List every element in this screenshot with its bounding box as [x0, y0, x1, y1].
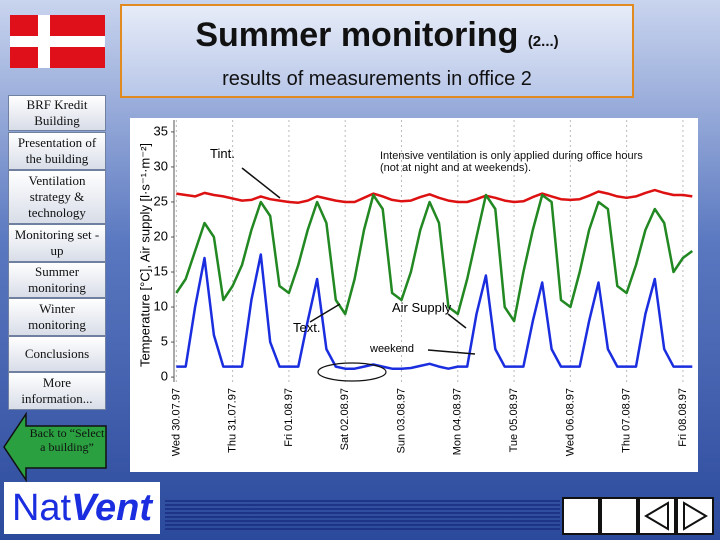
nav-button[interactable]: More information... — [8, 372, 106, 410]
logo-part: Vent — [71, 487, 153, 529]
chart: Temperature [°C], Air supply [l·s⁻¹·m⁻²]… — [130, 118, 698, 472]
logo: NatVent — [4, 482, 160, 534]
nav-button[interactable]: Summer monitoring — [8, 262, 106, 298]
title: Summer monitoring — [195, 16, 519, 54]
x-tick-label: Wed 30.07.97 — [170, 388, 182, 456]
x-tick-label: Sun 03.08.97 — [395, 388, 407, 453]
annotation: Intensive ventilation is only applied du… — [380, 150, 643, 174]
y-tick-label: 15 — [154, 263, 168, 278]
nav-button[interactable]: Presentation of the building — [8, 132, 106, 170]
y-tick-label: 20 — [154, 228, 168, 243]
series-label: Tint. — [210, 146, 235, 161]
y-axis-label: Temperature [°C], Air supply [l·s⁻¹·m⁻²] — [137, 143, 152, 367]
chart-background — [130, 118, 698, 472]
title-line: Summer monitoring (2...) — [122, 16, 632, 55]
forward-nav-button[interactable] — [676, 497, 714, 535]
nav-button[interactable]: Winter monitoring — [8, 298, 106, 336]
back-nav-button[interactable] — [638, 497, 676, 535]
series-label: Air Supply — [392, 300, 452, 315]
x-tick-label: Tue 05.08.97 — [508, 388, 520, 452]
home-button[interactable] — [600, 497, 638, 535]
subtitle: results of measurements in office 2 — [222, 68, 532, 90]
title-suffix: (2...) — [527, 33, 559, 50]
document-button[interactable] — [562, 497, 600, 535]
annotation-arrow — [309, 303, 341, 323]
x-tick-label: Thu 07.08.97 — [621, 388, 633, 453]
nav-button[interactable]: Ventilation strategy & technology — [8, 170, 106, 224]
back-label: Back to “Select a building” — [29, 426, 105, 455]
annotation: weekend — [369, 343, 414, 355]
decoration — [165, 500, 560, 530]
flag — [10, 15, 105, 68]
logo-part: Nat — [11, 487, 72, 529]
y-tick-label: 25 — [154, 193, 168, 208]
y-tick-label: 0 — [161, 369, 168, 384]
series-line — [176, 253, 693, 370]
x-tick-label: Sat 02.08.97 — [339, 388, 351, 450]
y-tick-label: 5 — [161, 334, 168, 349]
y-tick-label: 35 — [154, 123, 168, 138]
series-line — [176, 188, 693, 204]
nav-button[interactable]: Conclusions — [8, 336, 106, 372]
series-label: Text. — [293, 320, 320, 335]
nav-button[interactable]: Monitoring set -up — [8, 224, 106, 262]
back-button[interactable]: Back to “Select a building” — [2, 412, 108, 482]
nav-button[interactable]: BRF Kredit Building — [8, 95, 106, 131]
series-line — [175, 193, 694, 323]
y-tick-label: 30 — [154, 158, 168, 173]
annotation-arrow — [427, 349, 476, 355]
annotation-arrow — [447, 313, 467, 329]
back-arrow — [3, 412, 107, 482]
x-tick-label: Fri 01.08.97 — [283, 388, 295, 447]
y-tick-label: 10 — [154, 298, 168, 313]
x-tick-label: Mon 04.08.97 — [452, 388, 464, 455]
x-tick-label: Wed 06.08.97 — [564, 388, 576, 456]
annotation-arrow — [241, 167, 281, 199]
x-tick-label: Fri 08.08.97 — [677, 388, 689, 447]
annotation-ellipse — [317, 362, 387, 382]
x-tick-label: Thu 31.07.97 — [227, 388, 239, 453]
title-box: Summer monitoring (2...) results of meas… — [120, 4, 634, 98]
